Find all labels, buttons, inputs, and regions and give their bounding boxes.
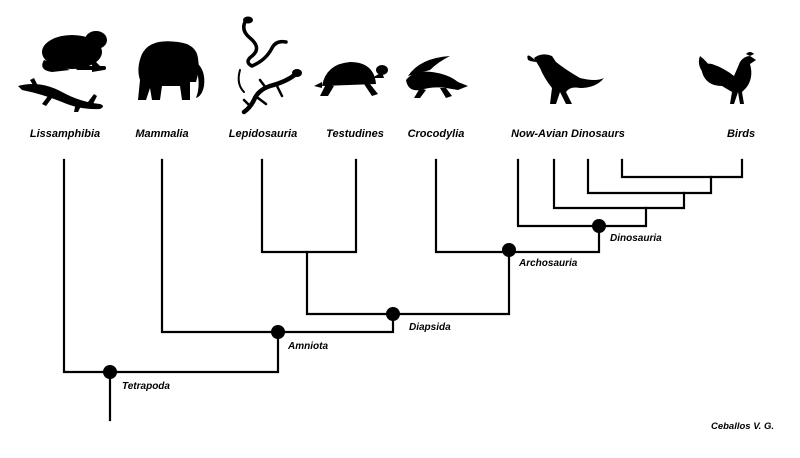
label-lepidosauria: Lepidosauria	[229, 128, 297, 140]
label-birds: Birds	[727, 128, 755, 140]
dinosaur-icon	[527, 54, 604, 104]
branch-dino-2	[552, 158, 686, 210]
branch-dino-3	[586, 158, 713, 195]
label-dinosauria: Dinosauria	[610, 233, 662, 244]
branch-dino-1	[516, 158, 648, 228]
salamander-icon	[18, 78, 103, 112]
label-archosauria: Archosauria	[518, 258, 578, 269]
label-mammalia: Mammalia	[135, 128, 188, 140]
node-archosauria	[502, 243, 516, 257]
label-tetrapoda: Tetrapoda	[122, 381, 170, 392]
branch-lepidosauria-testudines	[260, 158, 358, 254]
snake-icon	[242, 16, 288, 68]
tree-nodes	[103, 219, 606, 379]
branch-mammalia	[160, 158, 395, 334]
crocodile-icon	[406, 56, 468, 98]
elephant-icon	[138, 41, 205, 100]
label-testudines: Testudines	[326, 128, 384, 140]
label-amniota: Amniota	[287, 341, 328, 352]
author-credit: Ceballos V. G.	[711, 421, 774, 432]
turtle-icon	[314, 62, 388, 96]
lizard-icon	[237, 69, 302, 115]
branch-dino-4	[620, 158, 744, 179]
tree-branches	[62, 158, 744, 422]
label-diapsida: Diapsida	[409, 322, 451, 333]
branch-crocodylia	[434, 158, 601, 254]
label-lissamphibia: Lissamphibia	[30, 128, 100, 140]
branch-lissamphibia	[62, 158, 280, 374]
node-amniota	[271, 325, 285, 339]
label-crocodylia: Crocodylia	[408, 128, 465, 140]
rooster-icon	[698, 52, 756, 104]
node-tetrapoda	[103, 365, 117, 379]
node-diapsida	[386, 307, 400, 321]
node-dinosauria	[592, 219, 606, 233]
label-non-avian-dinosaurs: Now-Avian Dinosaurs	[511, 128, 625, 140]
frog-icon	[42, 31, 107, 72]
branch-lepidosaur-stem	[305, 250, 511, 316]
